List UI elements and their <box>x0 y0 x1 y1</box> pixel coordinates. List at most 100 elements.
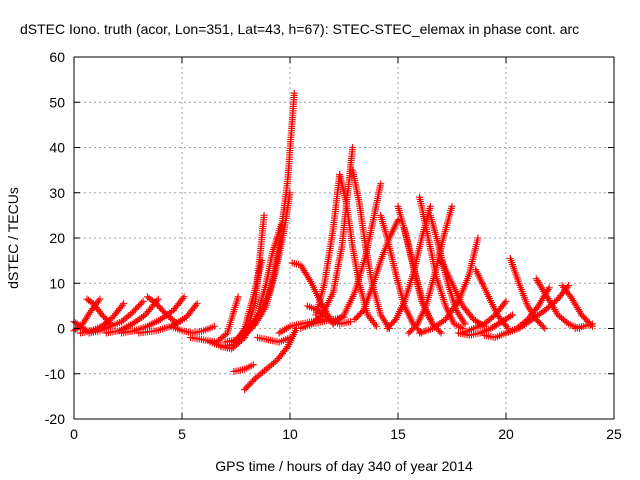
data-point <box>138 299 146 307</box>
x-tick-label: 5 <box>178 426 186 442</box>
data-point <box>139 297 147 305</box>
data-point <box>152 300 160 308</box>
data-point <box>158 306 166 314</box>
data-point <box>118 301 126 309</box>
data-point <box>541 325 549 332</box>
data-point <box>426 202 434 210</box>
data-point <box>244 382 252 390</box>
arc-series <box>454 311 516 339</box>
arc-series <box>288 259 337 328</box>
data-point <box>150 298 158 306</box>
data-point <box>136 301 144 309</box>
data-point <box>107 320 115 328</box>
data-point <box>180 293 188 301</box>
data-point <box>436 328 444 336</box>
arc-series <box>83 295 115 328</box>
data-point <box>412 321 420 329</box>
data-point <box>241 386 249 394</box>
y-axis-label: dSTEC / TECUs <box>5 187 21 289</box>
x-tick-label: 15 <box>390 426 406 442</box>
data-point <box>346 318 354 326</box>
data-point <box>128 309 136 317</box>
data-point <box>144 307 152 315</box>
data-point <box>147 304 155 312</box>
data-point <box>282 344 290 352</box>
data-point <box>179 295 187 303</box>
arc-series <box>416 234 482 337</box>
arc-series <box>416 193 467 332</box>
data-point <box>437 329 445 337</box>
data-point <box>248 378 256 386</box>
x-tick-label: 0 <box>70 426 78 442</box>
data-point <box>154 295 162 303</box>
x-tick-label: 10 <box>282 426 298 442</box>
data-point <box>372 322 380 330</box>
arc-series <box>329 180 385 328</box>
data-point <box>141 311 149 319</box>
data-point <box>249 361 257 369</box>
data-point <box>254 313 262 321</box>
data-point <box>358 308 366 316</box>
data-point <box>390 317 398 325</box>
y-tick-label: 60 <box>49 49 65 65</box>
axes: 0 5 10 15 20 25 -20 -10 0 10 20 30 40 50 60 <box>45 49 622 442</box>
data-point <box>474 234 482 242</box>
arc-series <box>118 293 188 337</box>
data-point <box>105 318 113 326</box>
data-point <box>96 295 104 303</box>
data-point <box>581 314 589 322</box>
data-point <box>247 379 255 387</box>
data-point <box>234 293 242 301</box>
y-tick-label: 20 <box>49 230 65 246</box>
arc-series <box>230 361 257 375</box>
y-tick-label: 50 <box>49 94 65 110</box>
x-axis-label: GPS time / hours of day 340 of year 2014 <box>215 458 473 474</box>
data-point <box>349 144 357 151</box>
data-point <box>146 306 154 314</box>
data-point <box>508 311 516 319</box>
data-point <box>582 316 590 324</box>
data-point <box>501 299 509 307</box>
data-point <box>260 211 268 219</box>
data-point <box>578 311 586 319</box>
data-point <box>210 322 218 330</box>
y-tick-label: 40 <box>49 140 65 156</box>
data-point <box>579 313 587 321</box>
arc-series <box>571 320 596 332</box>
arc-series <box>308 144 357 328</box>
y-tick-label: -20 <box>45 411 65 427</box>
data-point <box>545 284 553 292</box>
data-point <box>377 180 385 188</box>
arc-series <box>70 295 104 335</box>
data-points <box>70 89 596 394</box>
data-point <box>160 308 168 316</box>
data-point <box>154 301 162 309</box>
data-point <box>502 297 510 305</box>
data-point <box>155 303 163 311</box>
data-point <box>245 381 253 389</box>
y-tick-label: 30 <box>49 185 65 201</box>
arc-series <box>558 282 596 330</box>
data-point <box>133 304 141 312</box>
arc-series <box>167 322 218 337</box>
data-point <box>565 282 573 290</box>
arc-series <box>241 325 300 394</box>
data-point <box>161 309 169 317</box>
data-point <box>134 302 142 310</box>
y-tick-label: 0 <box>57 321 65 337</box>
data-point <box>192 301 200 309</box>
data-point <box>77 321 85 329</box>
data-point <box>588 320 596 328</box>
arc-series <box>254 334 294 346</box>
data-point <box>143 309 151 317</box>
data-point <box>242 384 250 392</box>
x-tick-label: 20 <box>498 426 514 442</box>
data-point <box>157 304 165 312</box>
data-point <box>88 298 96 306</box>
data-point <box>552 297 560 305</box>
data-point <box>448 202 456 210</box>
arc-series <box>502 282 573 337</box>
y-tick-label: -10 <box>45 366 65 382</box>
data-point <box>539 323 547 331</box>
